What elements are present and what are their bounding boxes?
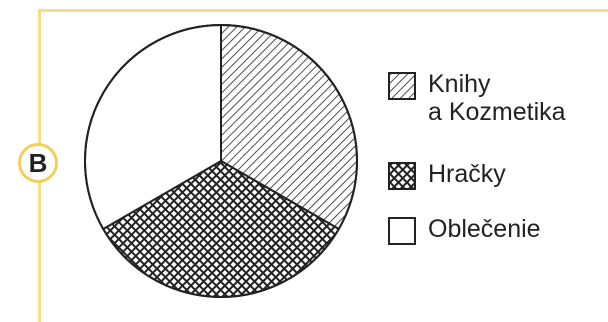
legend-label-oblecenie: Oblečenie xyxy=(428,215,541,243)
section-badge-label: B xyxy=(28,147,48,178)
legend-label-hracky: Hračky xyxy=(428,160,506,188)
legend-swatch-blank xyxy=(388,217,416,245)
frame-top-border xyxy=(38,9,608,12)
legend-swatch-weave xyxy=(388,162,416,190)
legend-item-knihy: Knihy a Kozmetika xyxy=(388,70,566,126)
pie-outline xyxy=(84,24,358,298)
legend-item-oblecenie: Oblečenie xyxy=(388,215,541,245)
legend-label-knihy: Knihy a Kozmetika xyxy=(428,70,566,126)
section-badge: B xyxy=(18,143,58,183)
legend-swatch-hatch xyxy=(388,72,416,100)
legend-item-hracky: Hračky xyxy=(388,160,506,190)
pie-slices xyxy=(84,23,358,298)
